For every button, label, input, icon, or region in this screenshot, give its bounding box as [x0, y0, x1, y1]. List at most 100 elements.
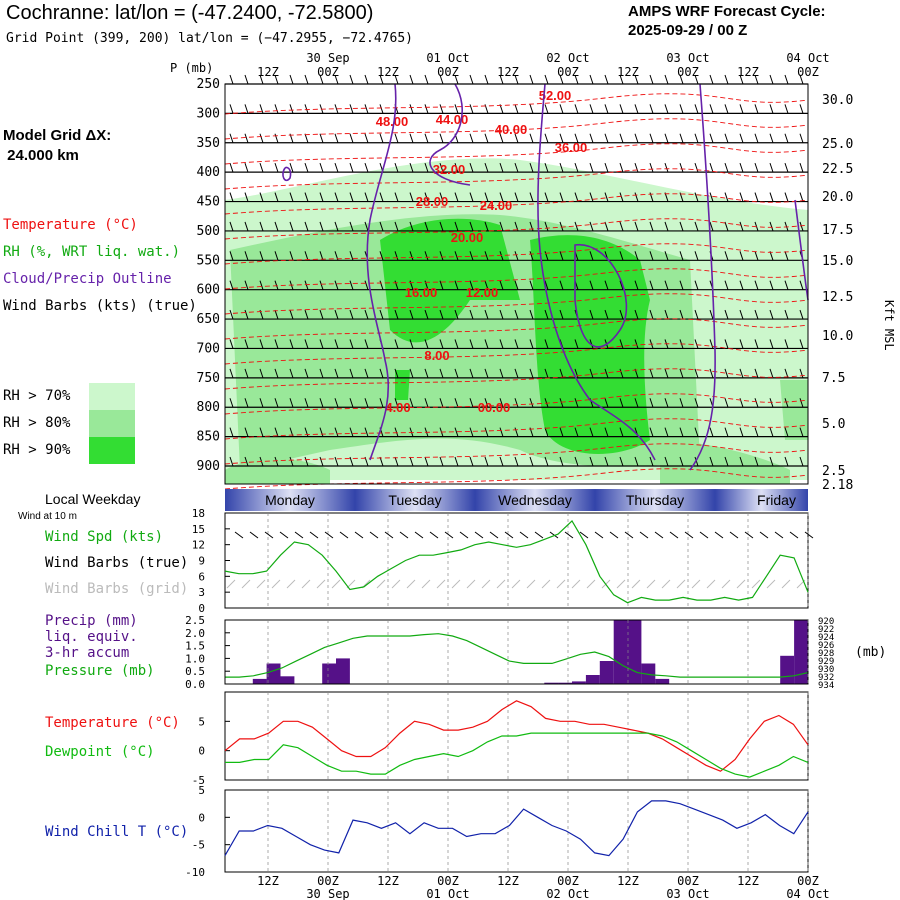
wind-barb-feather	[424, 74, 429, 85]
weekday-name: Friday	[757, 492, 796, 508]
wind-barb-feather	[709, 162, 714, 173]
wind-barb-feather	[619, 456, 624, 467]
wind-barb-feather	[334, 368, 339, 379]
true-wind-barb	[429, 531, 439, 539]
wind-barb-feather	[469, 427, 474, 437]
true-wind-barb	[519, 531, 529, 539]
wind-barb-feather	[664, 251, 669, 261]
wind-barb-feather	[439, 398, 444, 408]
wind-barb-feather	[364, 427, 369, 437]
wind-barb-feather	[229, 309, 234, 320]
precip-subtitle-2: 3-hr accum	[45, 645, 129, 661]
height-tick-label: 30.0	[822, 93, 853, 108]
wind-barb-feather	[274, 192, 279, 202]
wind-barb-feather	[694, 192, 699, 202]
true-wind-barb	[444, 531, 454, 539]
wind-barb-feather	[664, 309, 669, 320]
wind-chill-panel-frame	[224, 789, 809, 873]
wind-barb-feather	[724, 280, 729, 290]
wind-barb-feather	[694, 221, 699, 232]
wind-barb-feather	[784, 133, 789, 143]
legend-rh80-swatch	[89, 410, 135, 437]
wind-barb-feather	[649, 74, 654, 85]
temp-ytick-label: 0	[198, 745, 205, 758]
wind-barb-feather	[394, 74, 399, 85]
wind-barb-feather	[664, 456, 669, 467]
wind-barb-feather	[244, 309, 249, 320]
wind-barb-feather	[469, 74, 474, 85]
grid-wind-barb	[616, 579, 626, 589]
wind-barb-feather	[274, 280, 279, 290]
wind-barb-feather	[334, 398, 339, 408]
wind-barb-feather	[799, 162, 804, 173]
wind-barb-feather	[394, 280, 399, 290]
top-date-label: 01 Oct	[426, 51, 469, 65]
wind-barb-feather	[259, 398, 264, 408]
wind-barb-feather	[799, 74, 804, 85]
wind-barb-feather	[559, 368, 564, 379]
wind-barb-feather	[424, 162, 429, 173]
wind-barb-feather	[514, 456, 519, 467]
wind-barb-feather	[634, 456, 639, 467]
wind-barb-feather	[709, 456, 714, 467]
wind-barb-feather	[619, 192, 624, 202]
wind-barb-feather	[619, 309, 624, 320]
precip-bar	[585, 675, 600, 684]
wind-barb-feather	[484, 280, 489, 290]
wind-barb-feather	[574, 104, 579, 114]
true-wind-barb	[384, 531, 394, 539]
wind-barb-feather	[349, 192, 354, 202]
precip-bar	[627, 620, 642, 684]
wind-barb-feather	[664, 162, 669, 173]
pressure-tick-label: 700	[197, 341, 220, 356]
legend-cloud: Cloud/Precip Outline	[3, 271, 172, 287]
grid-wind-barb	[481, 579, 491, 589]
wind-barb-feather	[679, 221, 684, 232]
top-hour-label: 00Z	[677, 65, 699, 79]
wind-barb-feather	[319, 280, 324, 290]
wind-barb-feather	[364, 74, 369, 85]
wind-barb-feather	[469, 456, 474, 467]
wind-barb-feather	[409, 104, 414, 114]
wind-barb-feather	[544, 339, 549, 349]
true-wind-barb	[714, 531, 724, 539]
wind-barb-feather	[559, 133, 564, 143]
wind-barb-feather	[799, 280, 804, 290]
pressure-ytick-label: 924	[818, 633, 834, 643]
precip-bar	[613, 620, 628, 684]
wind-barb-feather	[514, 192, 519, 202]
wind-barb-feather	[274, 104, 279, 114]
grid-wind-barb	[676, 579, 686, 589]
wind-barb-feather	[259, 339, 264, 349]
wind-barb-feather	[679, 133, 684, 143]
wind-barb-feather	[274, 398, 279, 408]
wind-barb-feather	[664, 74, 669, 85]
wind-barb-feather	[694, 280, 699, 290]
wind-barb-feather	[739, 339, 744, 349]
wind-barb-feather	[589, 104, 594, 114]
precip-bar	[599, 661, 614, 684]
pressure-unit-label: (mb)	[855, 645, 886, 660]
wind-barb-feather	[649, 398, 654, 408]
grid-wind-barb	[586, 579, 596, 589]
true-wind-barb	[504, 531, 514, 539]
wind-barb-feather	[514, 251, 519, 261]
true-wind-barb	[564, 531, 574, 539]
true-wind-barb	[744, 531, 754, 539]
wind-barb-feather	[499, 339, 504, 349]
wind-barb-feather	[694, 162, 699, 173]
wind-barb-feather	[769, 74, 774, 85]
wind-barb-feather	[709, 427, 714, 437]
wind-barb-feather	[634, 74, 639, 85]
wind-barb-feather	[409, 74, 414, 85]
wind-barb-feather	[784, 104, 789, 114]
true-wind-barb	[264, 531, 274, 539]
height-tick-label: 17.5	[822, 223, 853, 238]
wind-barb-feather	[664, 368, 669, 379]
wind-barb-feather	[244, 74, 249, 85]
wind-barb-feather	[394, 368, 399, 379]
legend-wind: Wind Barbs (kts) (true)	[3, 298, 197, 314]
precip-ytick-label: 0.5	[185, 665, 205, 678]
wind-barb-feather	[694, 74, 699, 85]
wind-barb-feather	[574, 162, 579, 173]
